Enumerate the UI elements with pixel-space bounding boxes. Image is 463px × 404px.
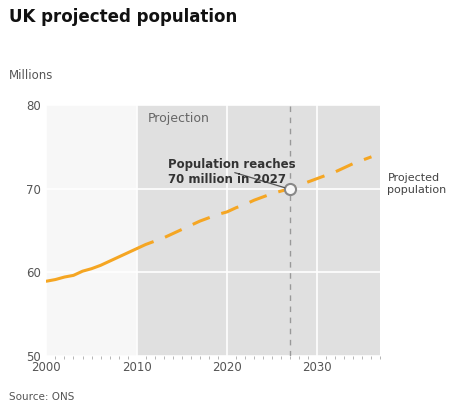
Text: Source: ONS: Source: ONS — [9, 392, 75, 402]
Text: Projected
population: Projected population — [387, 173, 446, 195]
Bar — [137, 105, 425, 356]
Text: UK projected population: UK projected population — [9, 8, 237, 26]
Text: Millions: Millions — [9, 69, 54, 82]
Text: Projection: Projection — [147, 112, 209, 125]
Text: Population reaches
70 million in 2027: Population reaches 70 million in 2027 — [168, 158, 295, 188]
